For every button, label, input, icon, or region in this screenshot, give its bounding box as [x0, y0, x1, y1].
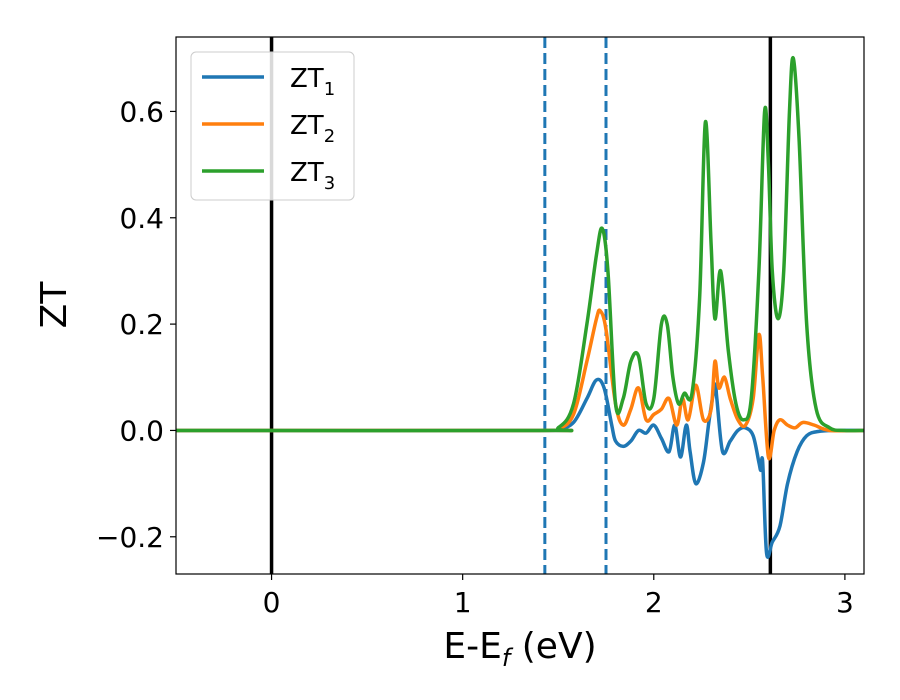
legend-label-2: ZT2 [290, 111, 335, 147]
x-tick-label: 2 [645, 586, 663, 619]
series-layer [176, 56, 864, 560]
y-tick-label: 0.0 [119, 414, 164, 447]
legend-label-1: ZT1 [290, 64, 335, 100]
x-tick-label: 0 [263, 586, 281, 619]
series-line-2 [176, 308, 864, 461]
y-tick-label: 0.6 [119, 95, 164, 128]
y-tick-label: −0.2 [96, 521, 164, 554]
y-tick-label: 0.4 [119, 202, 164, 235]
y-axis-ticks: −0.2 0.0 0.2 0.4 0.6 [96, 95, 176, 554]
legend-label-3: ZT3 [290, 158, 335, 194]
x-tick-label: 1 [454, 586, 472, 619]
series-line-3 [176, 56, 864, 433]
plot-frame [175, 36, 865, 575]
x-axis-label: E-Ef (eV) [443, 626, 596, 672]
legend-box [190, 51, 355, 201]
x-tick-label: 3 [836, 586, 854, 619]
y-tick-label: 0.2 [119, 308, 164, 341]
series-line-1 [176, 377, 864, 560]
y-axis-label: ZT [34, 281, 75, 329]
x-axis-ticks: 0 1 2 3 [263, 574, 854, 619]
legend: ZT1 ZT2 ZT3 [190, 51, 355, 201]
